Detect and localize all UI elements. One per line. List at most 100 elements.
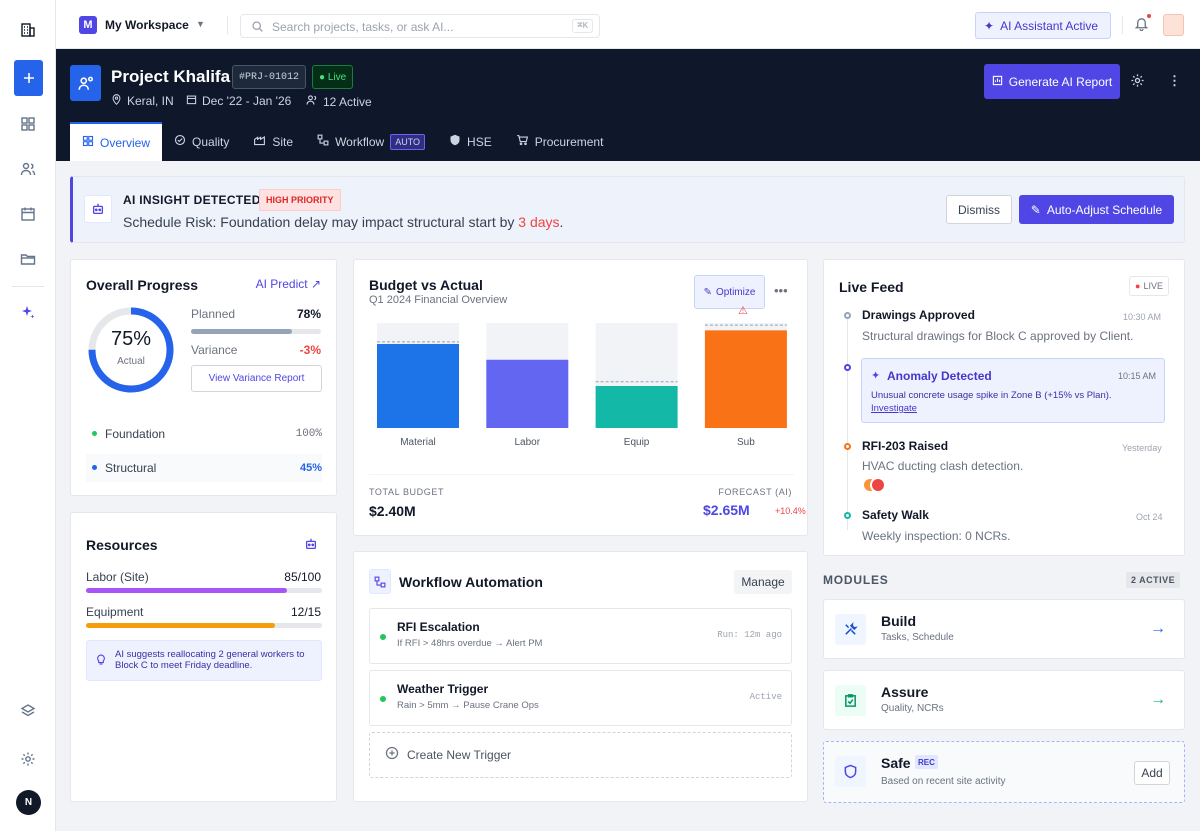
user-avatar-image[interactable]: [1163, 14, 1184, 36]
budget-bar-chart: Material Labor Equip Sub: [377, 323, 787, 448]
progress-caption: Actual: [117, 356, 145, 367]
total-budget-label: TOTAL BUDGET: [369, 487, 445, 497]
module-name: Build: [881, 613, 916, 629]
dismiss-button[interactable]: Dismiss: [946, 195, 1012, 224]
feed-title: RFI-203 Raised: [862, 439, 949, 453]
generate-report-button[interactable]: Generate AI Report: [984, 64, 1120, 99]
auto-adjust-label: Auto-Adjust Schedule: [1046, 202, 1163, 217]
bar-equip[interactable]: [595, 386, 678, 428]
create-trigger-button[interactable]: Create New Trigger: [369, 732, 792, 778]
status-badge: ● Live: [312, 65, 354, 89]
card-subtitle: Q1 2024 Financial Overview: [369, 294, 508, 306]
forecast-delta: +10.4%: [775, 506, 806, 516]
avatar: [870, 477, 886, 493]
resource-value: 85/100: [284, 570, 321, 584]
layers-icon[interactable]: [14, 697, 42, 725]
workflow-name: Weather Trigger: [397, 682, 489, 696]
module-desc: Tasks, Schedule: [881, 632, 954, 643]
workflow-card: Workflow Automation Manage RFI Escalatio…: [353, 551, 808, 802]
live-dot: ●: [1135, 281, 1141, 291]
pin-icon: [111, 94, 122, 108]
tab-site[interactable]: Site: [241, 122, 305, 161]
ai-predict-label: AI Predict: [255, 277, 308, 291]
gear-icon[interactable]: [1130, 73, 1145, 91]
more-vertical-icon[interactable]: ⋮: [1168, 73, 1181, 88]
module-assure[interactable]: Assure Quality, NCRs →: [823, 670, 1185, 730]
active-dot: [380, 696, 386, 702]
status-label: Live: [327, 71, 347, 83]
insight-text-suffix: .: [559, 214, 564, 230]
location-label: Keral, IN: [127, 94, 174, 108]
more-horizontal-icon[interactable]: •••: [774, 283, 788, 298]
card-title: Live Feed: [839, 279, 904, 295]
bar-material[interactable]: [377, 344, 459, 428]
add-module-button[interactable]: Add: [1134, 761, 1170, 785]
dashboard-icon[interactable]: [14, 110, 42, 138]
bar-sub[interactable]: [704, 330, 787, 428]
feed-dot: [844, 443, 851, 450]
search-placeholder: Search projects, tasks, or ask AI...: [272, 20, 454, 34]
project-icon: [70, 65, 101, 101]
workspace-name[interactable]: My Workspace: [105, 18, 189, 32]
variance-label: Variance: [191, 343, 238, 357]
building-icon[interactable]: [14, 16, 42, 44]
chevron-down-icon[interactable]: ▼: [196, 19, 205, 29]
workflow-status: Run: 12m ago: [717, 630, 782, 640]
divider: [227, 16, 228, 34]
phase-name: Structural: [105, 461, 157, 475]
robot-icon[interactable]: [304, 537, 318, 554]
phase-row-foundation: Foundation 100%: [86, 420, 322, 448]
create-button[interactable]: [14, 60, 43, 96]
ai-assistant-status[interactable]: ✦ AI Assistant Active: [975, 12, 1111, 39]
planned-bar-fill: [191, 329, 293, 334]
progress-percent: 75%: [110, 328, 152, 350]
auto-adjust-button[interactable]: ✎ Auto-Adjust Schedule: [1019, 195, 1174, 224]
top-bar: M My Workspace ▼ Search projects, tasks,…: [56, 0, 1200, 49]
workspace-badge[interactable]: M: [79, 16, 97, 34]
card-title: Budget vs Actual: [369, 277, 483, 293]
user-avatar[interactable]: N: [16, 790, 41, 815]
ai-insight-banner: AI INSIGHT DETECTED HIGH PRIORITY Schedu…: [70, 176, 1185, 243]
bell-icon[interactable]: [1134, 16, 1149, 34]
bar-labor[interactable]: [486, 359, 569, 428]
search-input[interactable]: Search projects, tasks, or ask AI... ⌘K: [240, 14, 600, 38]
project-title: Project Khalifa: [111, 67, 231, 86]
manage-button[interactable]: Manage: [734, 570, 792, 594]
live-label: LIVE: [1143, 281, 1163, 291]
feed-title: Safety Walk: [862, 508, 929, 522]
workflow-item[interactable]: RFI Escalation If RFI > 48hrs overdue → …: [369, 608, 792, 664]
tab-quality[interactable]: Quality: [162, 122, 241, 161]
optimize-button[interactable]: ✎ Optimize: [694, 275, 765, 309]
calendar-icon[interactable]: [14, 200, 42, 228]
divider: [1122, 16, 1123, 34]
investigate-link[interactable]: Investigate: [871, 403, 917, 414]
module-build[interactable]: Build Tasks, Schedule →: [823, 599, 1185, 659]
tab-procurement[interactable]: Procurement: [504, 122, 616, 161]
module-name: Assure: [881, 684, 929, 700]
planned-bar: [191, 329, 321, 334]
ai-suggestion: AI suggests reallocating 2 general worke…: [86, 640, 322, 681]
users-icon: [306, 94, 318, 109]
sparkle-icon: ✦: [984, 18, 995, 33]
phase-value: 100%: [295, 428, 322, 440]
tab-hse[interactable]: HSE: [437, 122, 504, 161]
users-icon[interactable]: [14, 155, 42, 183]
sparkle-icon[interactable]: [14, 298, 42, 326]
project-header: Project Khalifa #PRJ-01012 ● Live Keral,…: [56, 49, 1200, 161]
module-safe[interactable]: Safe REC Based on recent site activity A…: [823, 741, 1185, 803]
cart-icon: [516, 134, 529, 149]
folder-icon[interactable]: [14, 245, 42, 273]
ai-predict-link[interactable]: AI Predict ↗: [256, 277, 321, 291]
workflow-item[interactable]: Weather Trigger Rain > 5mm → Pause Crane…: [369, 670, 792, 726]
tab-overview[interactable]: Overview: [70, 122, 163, 161]
view-variance-report-button[interactable]: View Variance Report: [191, 365, 322, 392]
shield-icon: [835, 756, 866, 787]
card-title: Overall Progress: [86, 277, 199, 293]
rec-badge: REC: [915, 755, 938, 769]
settings-icon[interactable]: [14, 745, 42, 773]
anomaly-alert[interactable]: ✦ Anomaly Detected 10:15 AM Unusual conc…: [861, 358, 1165, 423]
tab-workflow[interactable]: Workflow AUTO: [305, 122, 437, 161]
trend-up-icon: ↗: [310, 277, 321, 291]
left-rail: N: [0, 0, 56, 831]
workflow-icon: [369, 569, 391, 594]
